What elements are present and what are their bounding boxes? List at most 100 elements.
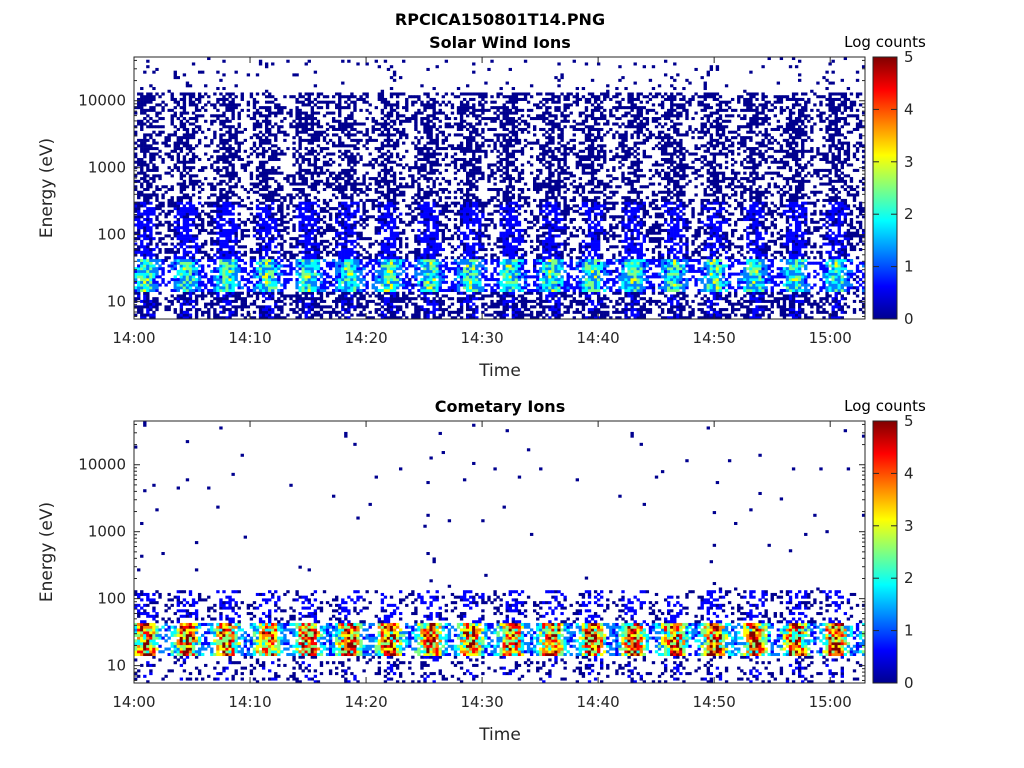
heatmap-cell [335,177,339,181]
heatmap-cell [182,168,187,172]
heatmap-cell [216,267,220,271]
heatmap-cell [313,160,318,164]
heatmap-cell [216,204,220,208]
heatmap-cell [322,220,327,224]
heatmap-cell [274,305,278,309]
heatmap-cell [304,288,308,293]
heatmap-cell [264,108,269,112]
heatmap-cell [173,250,177,254]
heatmap-cell [335,196,339,200]
heatmap-cell [344,209,348,213]
heatmap-cell [170,117,174,121]
heatmap-cell [292,179,296,183]
heatmap-cell [258,174,263,178]
heatmap-cell [331,160,336,164]
heatmap-cell [225,149,229,153]
heatmap-cell [207,258,211,262]
heatmap-cell [146,149,150,153]
heatmap-cell [292,188,296,192]
heatmap-cell [143,147,147,151]
heatmap-cell [380,177,385,181]
heatmap-cell [402,297,406,301]
heatmap-cell [389,294,394,298]
heatmap-cell [335,179,339,183]
heatmap-cell [304,111,308,115]
heatmap-cell [377,196,382,200]
heatmap-cell [411,220,415,224]
heatmap-cell [398,157,403,162]
heatmap-cell [459,223,464,227]
heatmap-cell [243,188,247,192]
heatmap-cell [386,253,391,257]
heatmap-cell [271,267,275,271]
heatmap-cell [280,204,284,208]
heatmap-cell [149,106,153,110]
heatmap-cell [261,267,266,271]
heatmap-cell [310,100,315,104]
heatmap-cell [435,157,439,162]
heatmap-cell [450,103,455,107]
heatmap-cell [328,291,333,295]
heatmap-cell [222,157,226,162]
heatmap-cell [307,250,311,254]
heatmap-cell [313,313,318,317]
heatmap-cell [459,127,464,131]
heatmap-cell [341,278,345,282]
heatmap-cell [219,204,223,208]
heatmap-cell [204,119,208,123]
heatmap-cell [429,234,433,238]
heatmap-cell [246,286,251,290]
heatmap-cell [204,283,208,287]
heatmap-cell [277,223,281,227]
heatmap-cell [426,242,430,246]
heatmap-cell [316,253,321,257]
heatmap-cell [426,283,430,287]
heatmap-cell [225,261,229,265]
heatmap-cell [255,166,260,170]
heatmap-cell [179,174,184,178]
heatmap-cell [170,92,174,96]
heatmap-cell [134,305,138,309]
heatmap-cell [432,256,436,260]
heatmap-cell [283,198,287,202]
heatmap-cell [438,223,442,227]
heatmap-cell [228,291,232,295]
heatmap-cell [392,258,397,262]
heatmap-cell [231,223,235,227]
heatmap-cell [225,92,229,96]
heatmap-cell [380,147,385,151]
heatmap-cell [380,299,385,303]
heatmap-cell [243,204,247,208]
heatmap-cell [155,166,159,170]
heatmap-cell [344,144,348,148]
heatmap-cell [383,256,388,260]
heatmap-cell [225,269,229,273]
heatmap-cell [298,130,302,134]
heatmap-cell [417,212,421,216]
heatmap-cell [155,269,159,273]
heatmap-cell [228,272,232,276]
heatmap-cell [231,117,235,121]
heatmap-cell [432,308,436,312]
heatmap-cell [134,160,138,164]
heatmap-cell [219,231,223,235]
heatmap-cell [408,207,412,211]
heatmap-cell [264,250,269,254]
heatmap-cell [368,258,372,262]
heatmap-cell [167,212,171,216]
heatmap-cell [344,310,348,314]
heatmap-cell [137,308,141,312]
heatmap-cell [386,212,391,216]
heatmap-cell [225,130,229,134]
heatmap-cell [185,136,190,140]
heatmap-cell [219,122,223,126]
heatmap-cell [438,198,442,202]
heatmap-cell [344,223,348,227]
heatmap-cell [319,92,324,96]
heatmap-cell [283,272,287,276]
heatmap-cell [277,171,281,175]
heatmap-cell [304,280,308,284]
heatmap-cell [231,152,235,156]
heatmap-cell [362,201,366,205]
heatmap-cell [322,288,327,293]
